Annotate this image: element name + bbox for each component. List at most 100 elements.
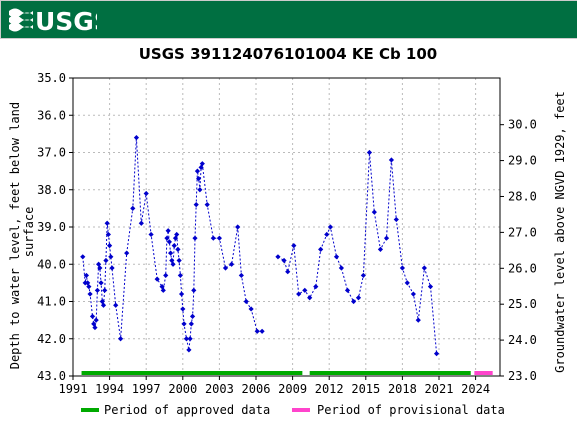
data-point — [351, 298, 357, 305]
data-point — [275, 254, 281, 260]
y-axis-label-line-1: Depth to water level, feet below land — [8, 102, 22, 369]
data-point — [210, 235, 216, 241]
data-point — [171, 243, 177, 249]
data-point — [180, 306, 186, 312]
data-point — [307, 295, 313, 301]
data-point — [93, 317, 99, 323]
data-point — [324, 231, 330, 238]
data-point — [327, 224, 334, 230]
data-point — [371, 209, 377, 215]
grid-lines — [73, 78, 500, 376]
data-point — [399, 265, 405, 271]
y-tick-label: 39.0 — [37, 220, 66, 234]
data-point — [170, 261, 176, 267]
data-point — [105, 231, 111, 238]
y2-axis-label: Groundwater level above NGVD 1929, feet — [553, 91, 567, 373]
data-point — [164, 235, 170, 241]
data-point — [238, 272, 244, 279]
legend-approved-label: Period of approved data — [104, 403, 270, 417]
y-tick-label: 42.0 — [37, 332, 66, 346]
data-point — [235, 224, 241, 230]
data-point — [159, 284, 165, 290]
data-point — [104, 220, 110, 226]
data-point — [188, 321, 194, 327]
data-point — [102, 287, 108, 293]
y-tick-label: 38.0 — [37, 183, 66, 197]
data-point — [199, 161, 205, 167]
data-point — [148, 231, 154, 238]
data-point — [168, 250, 174, 256]
data-point — [366, 149, 373, 156]
data-point — [189, 313, 196, 319]
data-point — [222, 265, 229, 271]
y2-tick-label: 23.0 — [508, 369, 537, 383]
data-point — [360, 272, 366, 279]
data-point — [216, 235, 222, 241]
data-point — [393, 216, 399, 223]
data-point — [285, 269, 291, 275]
data-point — [194, 168, 201, 174]
x-tick-label: 2000 — [168, 382, 197, 396]
data-point — [433, 351, 440, 357]
plot-frame — [72, 77, 501, 377]
data-point — [388, 157, 395, 163]
data-point — [86, 284, 92, 290]
data-point — [103, 257, 109, 264]
data-point — [113, 302, 119, 308]
data-point — [248, 306, 254, 312]
data-point — [383, 235, 390, 241]
data-point — [98, 280, 104, 286]
data-point — [229, 261, 235, 267]
data-point — [83, 272, 90, 279]
x-tick-label: 2024 — [461, 382, 490, 396]
axes: 1991 1994 1997 2000 2003 2006 2009 2012 2015 2018… — [37, 71, 537, 396]
data-point — [177, 272, 183, 279]
data-point — [421, 265, 427, 271]
data-point — [183, 336, 190, 342]
data-point — [181, 321, 187, 327]
y2-tick-label: 24.0 — [508, 333, 537, 347]
data-point — [109, 265, 115, 271]
usgs-logo: USGS — [9, 7, 97, 35]
data-point — [108, 254, 114, 260]
data-point — [281, 257, 287, 264]
data-point — [117, 336, 124, 342]
data-point — [92, 324, 98, 331]
data-point — [130, 205, 136, 211]
series-line — [82, 137, 263, 351]
x-tick-label: 2003 — [205, 382, 234, 396]
data-point — [166, 239, 172, 245]
y-tick-label: 40.0 — [37, 257, 66, 271]
data-point — [377, 246, 384, 252]
x-tick-label: 2015 — [351, 382, 380, 396]
y-tick-label: 35.0 — [37, 71, 66, 85]
data-point — [296, 291, 302, 297]
header-bar: USGS — [0, 0, 577, 39]
y-axis-label: Depth to water level, feet below land su… — [8, 95, 36, 370]
data-point — [186, 347, 192, 353]
data-point — [196, 175, 202, 182]
x-tick-label: 2021 — [425, 382, 454, 396]
data-point — [193, 202, 199, 208]
legend: Period of approved data Period of provis… — [81, 403, 505, 417]
data-point — [191, 287, 197, 293]
data-point — [89, 313, 96, 319]
x-tick-label: 1991 — [59, 382, 88, 396]
data-point — [143, 190, 149, 197]
data-point — [133, 135, 140, 141]
data-point — [197, 187, 203, 193]
y2-tick-label: 25.0 — [508, 297, 537, 311]
data-point — [318, 246, 324, 252]
legend-approved-swatch — [81, 408, 99, 412]
data-point — [165, 228, 171, 234]
data-point — [410, 291, 416, 297]
x-tick-label: 2006 — [242, 382, 271, 396]
provisional-period-bar — [474, 371, 493, 375]
data-point — [163, 272, 169, 279]
data-point — [176, 257, 182, 264]
data-point — [427, 284, 434, 290]
series-line — [277, 152, 438, 354]
y2-tick-label: 30.0 — [508, 118, 537, 132]
data-point — [259, 328, 265, 334]
